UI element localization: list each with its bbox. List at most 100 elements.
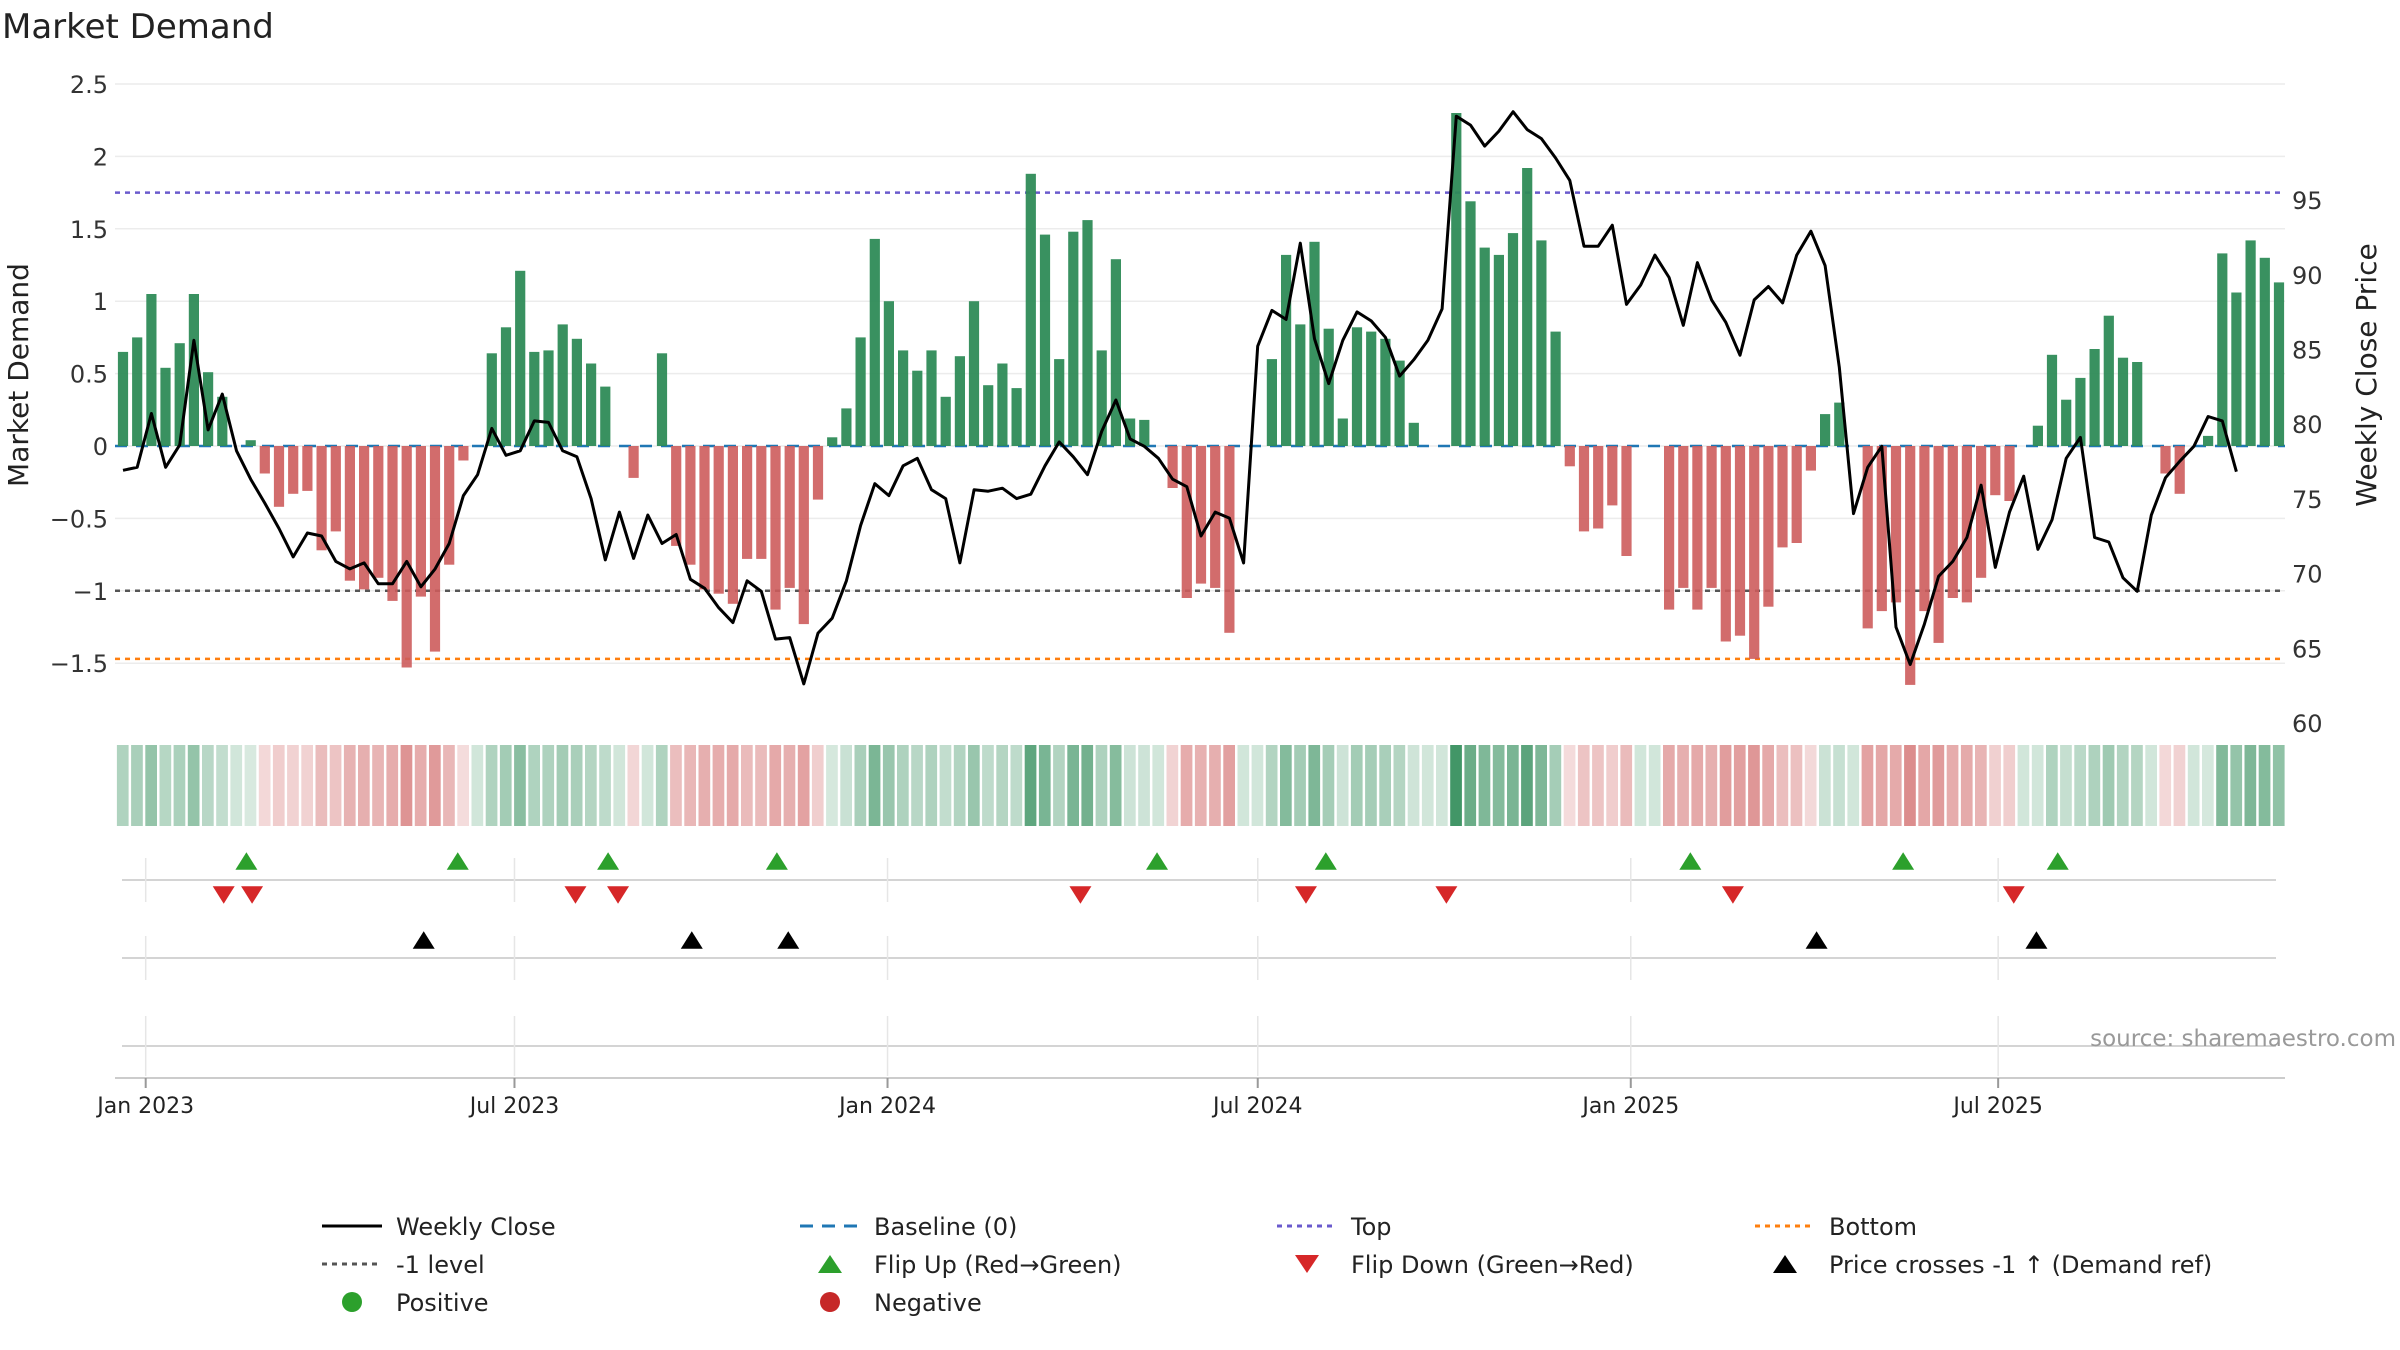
- left-tick-label: 0: [93, 433, 108, 461]
- demand-bar: [1309, 241, 1320, 446]
- left-tick-label: −1: [73, 578, 108, 606]
- demand-bar: [2132, 362, 2143, 446]
- demand-bar: [756, 446, 767, 559]
- heat-cell: [1223, 745, 1235, 826]
- heat-cell: [2216, 745, 2228, 826]
- demand-bar: [1834, 402, 1845, 446]
- demand-bar: [2089, 349, 2100, 446]
- heat-cell: [2244, 745, 2257, 826]
- heat-cell: [1379, 745, 1391, 826]
- heat-cell: [1421, 745, 1434, 826]
- heat-cell: [1265, 745, 1278, 826]
- price-cross-marker: [2025, 931, 2048, 949]
- heat-cell: [1180, 745, 1193, 826]
- legend-label: Weekly Close: [396, 1213, 556, 1241]
- demand-bar: [1805, 446, 1816, 471]
- demand-bar: [997, 363, 1008, 446]
- demand-bar: [203, 372, 214, 446]
- heat-cell: [2131, 745, 2143, 826]
- heat-cell: [2187, 745, 2200, 826]
- demand-bar: [529, 351, 540, 446]
- heat-cell: [1875, 745, 1888, 826]
- demand-bar: [1961, 446, 1972, 603]
- heat-cell: [1606, 745, 1618, 826]
- demand-bar: [160, 367, 171, 446]
- demand-bar: [926, 350, 937, 446]
- right-tick-label: 60: [2292, 710, 2323, 738]
- flip-down-marker: [1294, 886, 1317, 904]
- heat-cell: [2116, 745, 2129, 826]
- legend-label: Flip Down (Green→Red): [1351, 1251, 1634, 1279]
- heat-cell: [1280, 745, 1292, 826]
- heat-cell: [726, 745, 739, 826]
- heat-cell: [230, 745, 243, 826]
- demand-bar: [1692, 446, 1703, 610]
- heat-cell: [1819, 745, 1831, 826]
- flip-down-marker: [1069, 886, 1092, 904]
- heat-cell: [329, 745, 342, 826]
- heat-cell: [968, 745, 980, 826]
- legend-label: Positive: [396, 1289, 489, 1317]
- heat-cell: [1194, 745, 1207, 826]
- heat-cell: [1053, 745, 1065, 826]
- heat-cell: [1946, 745, 1959, 826]
- heat-cell: [1563, 745, 1576, 826]
- heat-cell: [1095, 745, 1108, 826]
- heat-cell: [1436, 745, 1448, 826]
- demand-bar: [515, 270, 526, 446]
- x-tick-label: Jan 2023: [95, 1094, 194, 1119]
- demand-bar: [671, 446, 682, 546]
- demand-bar: [1763, 446, 1774, 607]
- legend: Weekly Close Baseline (0) Top Bottom -1 leve…: [322, 1213, 2212, 1317]
- x-tick-label: Jul 2023: [468, 1094, 560, 1119]
- demand-bar: [1876, 446, 1887, 612]
- demand-bar: [812, 446, 824, 500]
- heat-cell: [655, 745, 668, 826]
- heat-cell: [2230, 745, 2243, 826]
- left-tick-label: 0.5: [70, 361, 108, 389]
- demand-bar: [2203, 435, 2214, 446]
- heat-cell: [145, 745, 157, 826]
- heat-cell: [429, 745, 441, 826]
- heat-cell: [1918, 745, 1930, 826]
- demand-bar: [1706, 446, 1717, 588]
- demand-bar: [330, 446, 341, 532]
- heat-cell: [514, 745, 526, 826]
- heat-cell: [1677, 745, 1689, 826]
- left-axis-label: Market Demand: [2, 263, 35, 487]
- flip-down-marker: [564, 886, 587, 904]
- heat-cell: [1975, 745, 1987, 826]
- demand-bar: [273, 446, 285, 507]
- heat-cell: [627, 745, 640, 826]
- heat-cell: [2145, 745, 2157, 826]
- x-axis: Jan 2023 Jul 2023 Jan 2024 Jul 2024 Jan 2025…: [95, 1077, 2285, 1119]
- demand-bar: [500, 327, 512, 446]
- demand-bar: [2103, 315, 2114, 446]
- heat-cell: [485, 745, 498, 826]
- heat-cell: [2202, 745, 2214, 826]
- demand-bar: [699, 446, 710, 590]
- heat-cell: [1365, 745, 1377, 826]
- demand-bar: [713, 446, 724, 594]
- flip-up-marker: [765, 852, 788, 870]
- heat-cell: [443, 745, 455, 826]
- flip-down-marker: [1721, 886, 1744, 904]
- right-tick-label: 70: [2292, 561, 2323, 589]
- heat-cell: [400, 745, 413, 826]
- demand-bar: [557, 324, 568, 446]
- heat-cell: [868, 745, 881, 826]
- heat-cell: [1209, 745, 1221, 826]
- heat-cell: [2060, 745, 2072, 826]
- flip-up-marker: [446, 852, 469, 870]
- heat-cell: [1776, 745, 1789, 826]
- heat-cell: [2258, 745, 2271, 826]
- legend-label: -1 level: [396, 1251, 485, 1279]
- demand-bar: [217, 396, 228, 446]
- heat-cell: [187, 745, 200, 826]
- demand-bar: [600, 386, 611, 446]
- heat-cell: [755, 745, 767, 826]
- demand-bar: [841, 408, 852, 446]
- heat-cell: [1549, 745, 1562, 826]
- heat-cell: [1336, 745, 1349, 826]
- demand-bar: [1507, 233, 1519, 446]
